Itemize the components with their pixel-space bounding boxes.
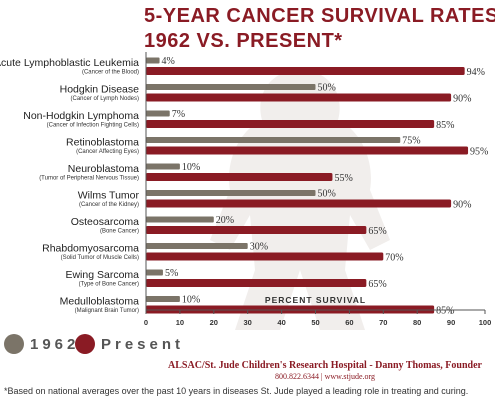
x-tick-label: 80	[413, 318, 421, 327]
category-label: Neuroblastoma	[68, 163, 139, 175]
legend-swatch-present	[75, 334, 95, 354]
data-label-present: 95%	[470, 147, 488, 158]
bar-1962	[146, 110, 170, 117]
credit-line-2: 800.822.6344 | www.stjude.org	[274, 372, 376, 381]
category-label: Ewing Sarcoma	[65, 269, 139, 281]
x-tick-label: 90	[447, 318, 455, 327]
data-label-present: 55%	[334, 173, 352, 184]
category-sublabel: (Cancer of Lymph Nodes)	[71, 96, 139, 102]
bar-present	[146, 226, 367, 234]
bar-1962	[146, 296, 180, 302]
data-label-present: 90%	[453, 94, 471, 105]
category-label: Wilms Tumor	[78, 190, 140, 202]
x-tick-label: 60	[345, 318, 353, 327]
category-sublabel: (Cancer of the Kidney)	[79, 202, 139, 208]
x-tick-label: 100	[479, 318, 492, 327]
bar-present	[146, 146, 469, 155]
data-label-1962: 30%	[250, 242, 268, 253]
category-label: Acute Lymphoblastic Leukemia	[0, 57, 139, 69]
category-label: Rhabdomyosarcoma	[42, 243, 139, 255]
category-sublabel: (Cancer of Infection Fighting Cells)	[47, 123, 139, 129]
x-tick-label: 0	[144, 318, 148, 327]
x-tick-label: 10	[176, 318, 184, 327]
data-label-present: 65%	[368, 226, 386, 237]
data-label-present: 90%	[453, 200, 471, 211]
data-label-1962: 20%	[216, 215, 234, 226]
bar-1962	[146, 216, 214, 223]
category-sublabel: (Cancer of the Blood)	[82, 70, 139, 76]
bar-present	[146, 199, 452, 208]
bar-1962	[146, 190, 316, 196]
legend-label-1962: 1962	[30, 335, 80, 353]
category-label: Retinoblastoma	[66, 137, 139, 149]
chart-title: 5-YEAR CANCER SURVIVAL RATES 1962 VS. PR…	[144, 4, 495, 54]
bar-chart: Acute Lymphoblastic Leukemia(Cancer of t…	[0, 52, 492, 330]
legend-item-present: Present	[75, 333, 184, 355]
bar-1962	[146, 269, 163, 276]
category-sublabel: (Cancer Affecting Eyes)	[76, 149, 139, 155]
bar-present	[146, 93, 452, 102]
data-label-present: 85%	[436, 306, 454, 317]
category-sublabel: (Solid Tumor of Muscle Cells)	[61, 255, 139, 261]
data-label-1962: 50%	[318, 189, 336, 200]
credit-line-1: ALSAC/St. Jude Children's Research Hospi…	[168, 360, 482, 371]
data-label-present: 94%	[467, 67, 485, 78]
x-axis-title: PERCENT SURVIVAL	[265, 295, 366, 305]
data-label-1962: 75%	[402, 136, 420, 147]
x-tick-label: 70	[379, 318, 387, 327]
data-label-present: 70%	[385, 253, 403, 264]
bar-present	[146, 67, 465, 75]
data-label-1962: 4%	[162, 56, 175, 67]
category-label: Medulloblastoma	[60, 296, 140, 308]
data-label-1962: 5%	[165, 268, 178, 279]
legend-item-1962: 1962	[4, 333, 79, 355]
data-label-present: 65%	[368, 279, 386, 290]
credit-block: ALSAC/St. Jude Children's Research Hospi…	[160, 360, 490, 381]
legend-swatch-1962	[4, 334, 24, 354]
category-sublabel: (Malignant Brain Tumor)	[75, 308, 139, 314]
category-label: Osteosarcoma	[71, 216, 139, 228]
footnote: *Based on national averages over the pas…	[4, 386, 469, 396]
title-line-1: 5-YEAR CANCER SURVIVAL RATES	[144, 5, 495, 27]
data-label-1962: 7%	[172, 109, 185, 120]
x-tick-label: 40	[277, 318, 285, 327]
data-label-present: 85%	[436, 120, 454, 131]
data-label-1962: 10%	[182, 162, 200, 173]
bar-1962	[146, 163, 180, 170]
x-tick-label: 50	[311, 318, 319, 327]
category-label: Hodgkin Disease	[60, 84, 140, 96]
x-tick-label: 20	[210, 318, 218, 327]
data-label-1962: 50%	[318, 83, 336, 94]
bar-1962	[146, 137, 401, 143]
bar-present	[146, 252, 384, 261]
bar-1962	[146, 57, 160, 64]
bar-1962	[146, 84, 316, 90]
bar-present	[146, 173, 333, 181]
bar-1962	[146, 243, 248, 249]
category-sublabel: (Bone Cancer)	[100, 229, 139, 235]
bar-present	[146, 120, 435, 128]
category-sublabel: (Tumor of Peripheral Nervous Tissue)	[39, 176, 139, 182]
title-line-2: 1962 VS. PRESENT*	[144, 30, 343, 52]
category-label: Non-Hodgkin Lymphoma	[23, 110, 139, 122]
legend-label-present: Present	[101, 335, 185, 353]
category-sublabel: (Type of Bone Cancer)	[79, 282, 139, 288]
data-label-1962: 10%	[182, 295, 200, 306]
bar-present	[146, 279, 367, 287]
x-tick-label: 30	[244, 318, 252, 327]
